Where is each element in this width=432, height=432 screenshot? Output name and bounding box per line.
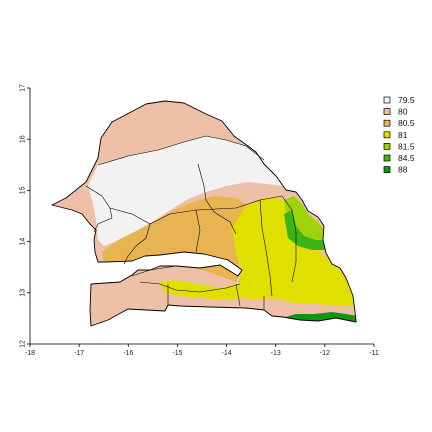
x-tick-label: -11 [369,350,379,357]
legend-swatch [383,131,391,139]
senegal-outline [51,100,357,327]
casamance-boundary [167,283,265,310]
region-boundary-coast [85,185,113,233]
x-tick-label: -12 [320,350,330,357]
legend-swatch [383,108,391,115]
x-tick-label: -13 [271,350,281,357]
map-frame [29,88,374,345]
x-tick-label: -16 [123,350,133,357]
y-tick-label: 15 [19,186,26,194]
x-tick-label: -14 [222,350,232,357]
x-tick-label: -18 [25,350,35,357]
legend-label: 84.5 [398,153,415,163]
y-tick-label: 12 [19,340,26,348]
y-axis-ticks: 12 13 14 15 16 17 [19,84,30,348]
x-axis-ticks: -18 -17 -16 -15 -14 -13 -12 -11 [25,344,379,357]
region-boundary-middle [197,163,237,235]
y-tick-label: 13 [19,289,26,297]
x-tick-label: -15 [172,350,182,357]
legend-label: 80.5 [398,118,415,128]
region-boundary-north [97,135,265,166]
legend-swatch [383,96,391,104]
raster-zone-84-5 [284,210,328,250]
legend-swatch [383,166,391,173]
gambia-south [139,281,241,293]
raster-zone-79-5 [88,136,286,246]
x-tick-label: -17 [74,350,84,357]
legend-label: 88 [398,165,408,175]
region-boundary-south [259,199,273,297]
raster-zone-81 [160,198,356,306]
region-boundary-east [195,195,297,283]
legend-label: 81.5 [398,141,415,151]
legend-swatch [383,154,391,162]
legend-label: 81 [398,130,408,140]
y-tick-label: 14 [19,238,26,246]
legend-swatch [383,143,391,150]
legend-swatch [383,119,391,127]
y-tick-label: 16 [19,135,26,143]
admin-boundaries [85,135,297,310]
y-tick-label: 17 [19,84,26,92]
legend-label: 80 [398,107,408,117]
legend-label: 79.5 [398,95,415,105]
region-boundary-west [109,207,151,265]
